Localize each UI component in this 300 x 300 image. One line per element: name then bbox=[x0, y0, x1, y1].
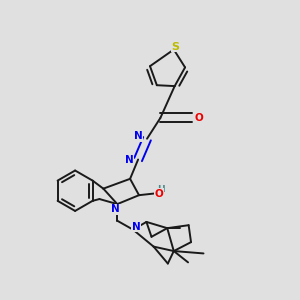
Text: S: S bbox=[172, 42, 180, 52]
Text: O: O bbox=[154, 189, 163, 199]
Text: N: N bbox=[132, 222, 140, 232]
Text: N: N bbox=[125, 155, 134, 165]
Text: N: N bbox=[111, 204, 120, 214]
Text: H: H bbox=[157, 185, 165, 194]
Text: O: O bbox=[195, 113, 203, 123]
Text: N: N bbox=[134, 131, 142, 141]
